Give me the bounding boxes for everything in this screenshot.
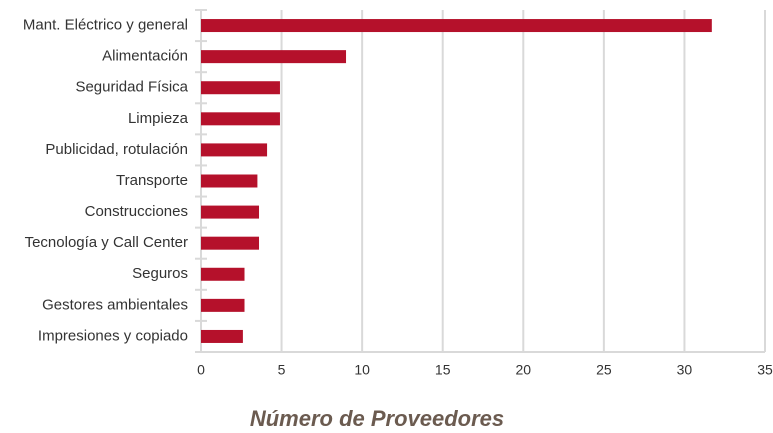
x-tick-label: 0	[197, 362, 205, 378]
bar	[201, 19, 712, 33]
x-tick-label: 35	[757, 362, 773, 378]
y-tick-label: Gestores ambientales	[42, 296, 188, 313]
bar	[201, 236, 260, 250]
y-tick-label: Limpieza	[128, 110, 189, 127]
x-tick-label: 5	[278, 362, 286, 378]
y-tick-label: Impresiones y copiado	[38, 327, 188, 344]
y-tick-label: Alimentación	[102, 48, 188, 65]
x-tick-label: 25	[596, 362, 612, 378]
y-tick-label: Tecnología y Call Center	[25, 234, 188, 251]
y-tick-label: Construcciones	[85, 203, 188, 220]
bar	[201, 174, 258, 188]
x-tick-label: 20	[515, 362, 531, 378]
y-tick-label: Publicidad, rotulación	[45, 141, 188, 158]
bar	[201, 329, 243, 343]
y-tick-label: Seguros	[132, 265, 188, 282]
y-tick-label: Transporte	[116, 172, 188, 189]
x-tick-label: 15	[435, 362, 451, 378]
y-tick-label: Mant. Eléctrico y general	[23, 17, 188, 34]
bar	[201, 267, 245, 281]
bar	[201, 298, 245, 312]
bar	[201, 112, 280, 126]
bar	[201, 143, 268, 157]
bar	[201, 81, 280, 95]
x-tick-label: 10	[354, 362, 370, 378]
x-axis-title: Número de Proveedores	[250, 406, 504, 431]
bar	[201, 50, 347, 64]
bar	[201, 205, 260, 219]
x-tick-label: 30	[677, 362, 693, 378]
y-tick-label: Seguridad Física	[75, 79, 188, 96]
